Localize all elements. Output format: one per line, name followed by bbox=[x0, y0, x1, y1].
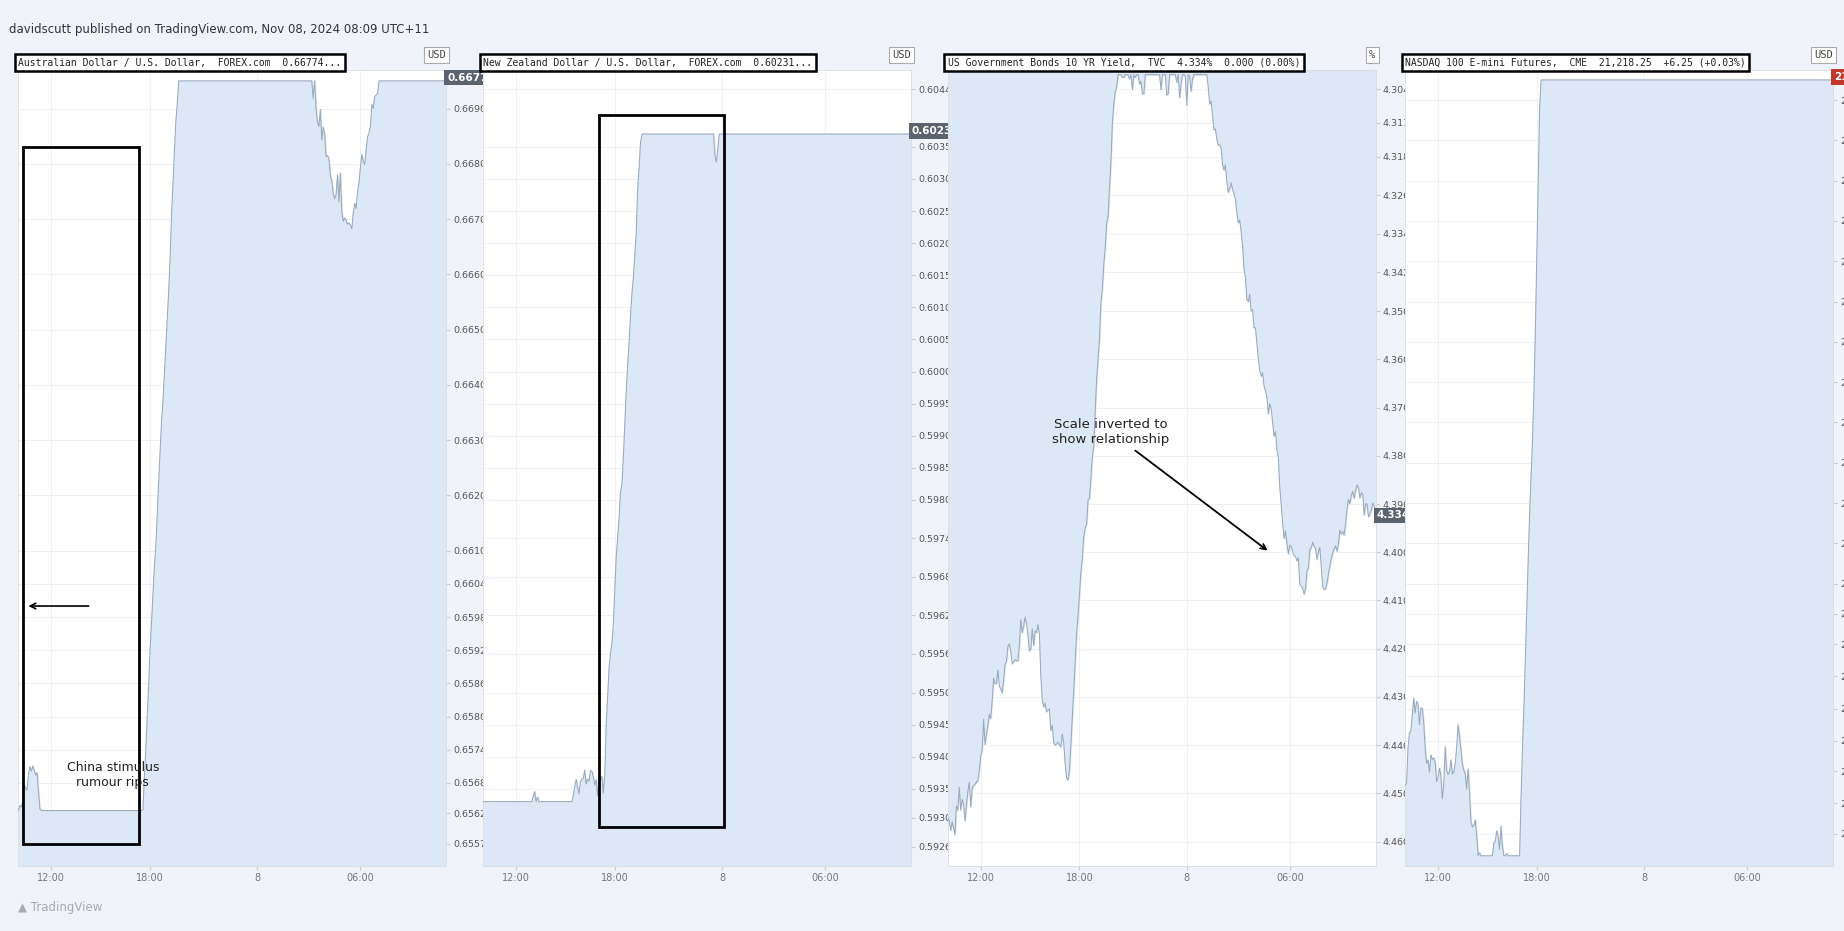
Text: China stimulus
rumour rips: China stimulus rumour rips bbox=[66, 761, 159, 789]
Text: 21,218.25: 21,218.25 bbox=[1833, 72, 1844, 82]
Bar bbox=[599, 115, 723, 828]
Text: USD: USD bbox=[428, 50, 446, 61]
Text: %: % bbox=[1370, 50, 1376, 61]
Bar bbox=[22, 147, 138, 843]
Text: Australian Dollar / U.S. Dollar,  FOREX.com  0.66774...: Australian Dollar / U.S. Dollar, FOREX.c… bbox=[18, 58, 341, 68]
Text: New Zealand Dollar / U.S. Dollar,  FOREX.com  0.60231...: New Zealand Dollar / U.S. Dollar, FOREX.… bbox=[483, 58, 811, 68]
Text: USD: USD bbox=[892, 50, 911, 61]
Text: NASDAQ 100 E-mini Futures,  CME  21,218.25  +6.25 (+0.03%): NASDAQ 100 E-mini Futures, CME 21,218.25… bbox=[1405, 58, 1746, 68]
Text: davidscutt published on TradingView.com, Nov 08, 2024 08:09 UTC+11: davidscutt published on TradingView.com,… bbox=[9, 23, 430, 36]
Text: USD: USD bbox=[1814, 50, 1833, 61]
Text: US Government Bonds 10 YR Yield,  TVC  4.334%  0.000 (0.00%): US Government Bonds 10 YR Yield, TVC 4.3… bbox=[948, 58, 1300, 68]
Text: 0.60231: 0.60231 bbox=[911, 126, 959, 136]
Text: 0.66774: 0.66774 bbox=[446, 73, 494, 83]
Text: Scale inverted to
show relationship: Scale inverted to show relationship bbox=[1053, 418, 1267, 549]
Text: ▲ TradingView: ▲ TradingView bbox=[18, 901, 103, 914]
Text: 4.334%: 4.334% bbox=[1376, 510, 1420, 520]
